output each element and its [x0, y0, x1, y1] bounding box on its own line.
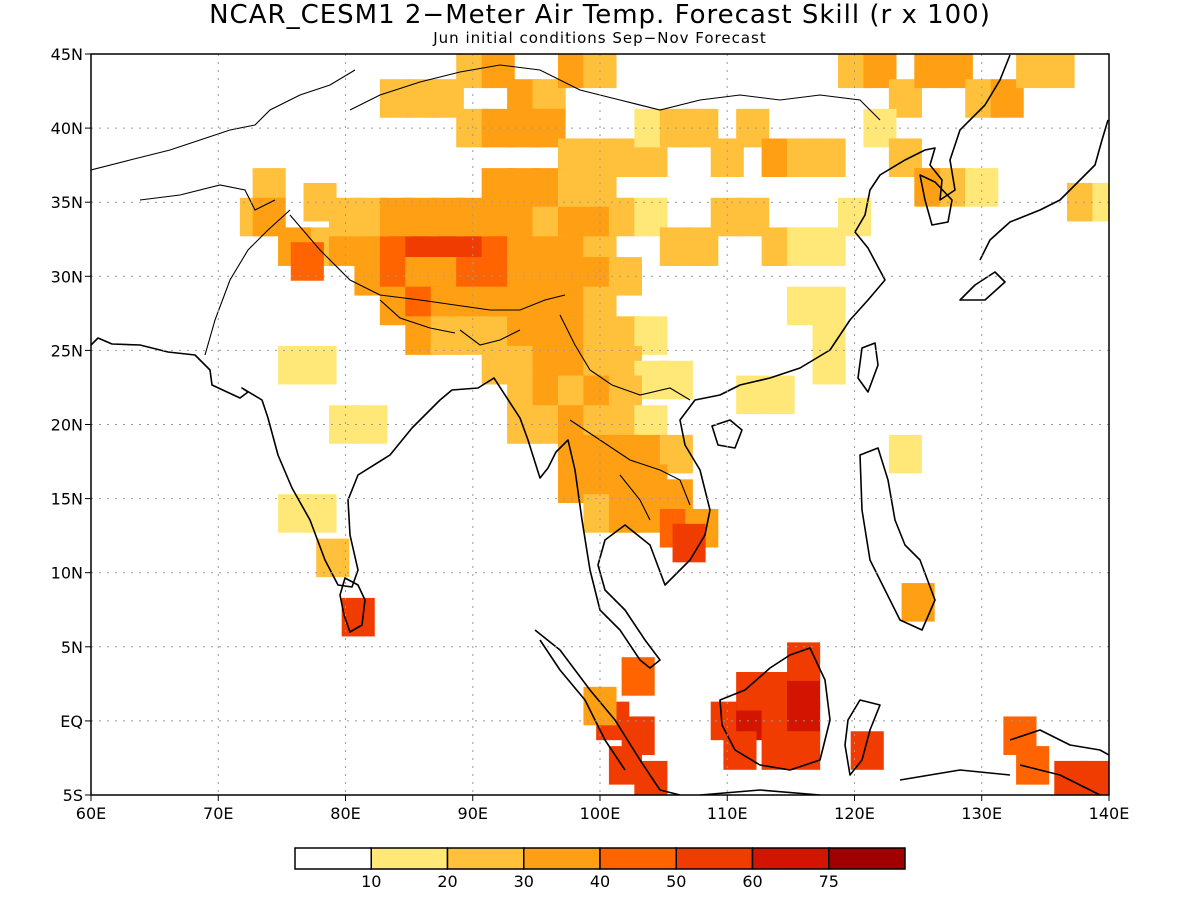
skill-cell: [316, 538, 350, 578]
border-india-pakistan: [204, 209, 291, 356]
longitude-label: 60E: [76, 804, 106, 823]
border-himalaya: [289, 214, 566, 311]
border-indochina: [569, 419, 691, 521]
border-china-mongolia: [349, 64, 881, 121]
coastline-java-timor: [699, 769, 1011, 795]
border-afghanistan: [139, 184, 276, 211]
skill-cell: [583, 168, 617, 207]
skill-cell: [303, 494, 337, 533]
latitude-label: 5S: [63, 786, 83, 805]
country-borders: [91, 64, 881, 521]
skill-cell: [812, 345, 846, 385]
colorbar-label: 75: [819, 872, 839, 891]
skill-cell: [787, 642, 821, 681]
colorbar: 10 20 30 40 50 60 75: [294, 847, 906, 891]
coastline-sri-lanka: [339, 577, 366, 633]
axis-ticks: [85, 53, 1110, 801]
colorbar-label: 10: [361, 872, 381, 891]
latitude-label: 15N: [51, 490, 83, 509]
skill-cell: [621, 657, 655, 696]
latitude-label: 5N: [61, 638, 83, 657]
colorbar-label: 40: [590, 872, 610, 891]
coastline-hainan: [711, 419, 743, 449]
longitude-label: 70E: [203, 804, 233, 823]
coastline-korea: [919, 174, 953, 226]
border-china-southeast-asia: [559, 314, 691, 401]
coastline-mainland: [91, 54, 1011, 669]
coastline-japan: [959, 119, 1109, 301]
colorbar-label: 60: [742, 872, 762, 891]
colorbar-swatch: [523, 847, 601, 870]
colorbar-swatch: [599, 847, 677, 870]
map-subtitle: Jun initial conditions Sep−Nov Forecast: [433, 29, 767, 47]
coastline-taiwan: [857, 342, 879, 393]
latitude-label: EQ: [60, 712, 83, 731]
skill-shading: [239, 54, 1109, 795]
skill-cell: [965, 168, 999, 207]
latitude-label: 35N: [51, 193, 83, 212]
skill-cell: [850, 731, 884, 770]
longitude-label: 90E: [458, 804, 488, 823]
longitude-label: 140E: [1089, 804, 1130, 823]
border-nepal-bhutan: [379, 299, 521, 346]
skill-cell: [901, 583, 935, 622]
latitude-labels: 45N 40N 35N 30N 25N 20N 15N 10N 5N EQ 5S: [51, 45, 83, 805]
skill-cell: [1079, 760, 1109, 795]
skill-cell: [354, 405, 388, 444]
latitude-label: 45N: [51, 45, 83, 64]
coastline-sumatra: [534, 629, 681, 795]
skill-cell: [787, 731, 821, 770]
colorbar-label: 50: [666, 872, 686, 891]
colorbar-label: 20: [437, 872, 457, 891]
skill-cell: [888, 434, 922, 474]
graticule: [91, 54, 1109, 795]
longitude-label: 120E: [834, 804, 875, 823]
longitude-label: 110E: [707, 804, 748, 823]
coastline-new-guinea: [1009, 729, 1109, 795]
latitude-label: 30N: [51, 267, 83, 286]
coastline-philippines: [859, 447, 936, 631]
longitude-labels: 60E 70E 80E 90E 100E 110E 120E 130E 140E: [76, 804, 1130, 823]
latitude-label: 10N: [51, 564, 83, 583]
colorbar-swatch: [294, 847, 372, 870]
colorbar-label: 30: [514, 872, 534, 891]
skill-cell: [837, 197, 872, 237]
latitude-label: 20N: [51, 416, 83, 435]
latitude-label: 25N: [51, 341, 83, 360]
colorbar-swatch: [828, 847, 906, 870]
colorbar-swatch: [370, 847, 449, 870]
coastline-borneo: [719, 647, 831, 771]
skill-cell: [659, 360, 693, 400]
longitude-label: 130E: [961, 804, 1002, 823]
skill-cell: [303, 345, 337, 385]
colorbar-swatch: [446, 847, 525, 870]
coastline-sulawesi: [844, 699, 881, 776]
skill-cell: [634, 760, 668, 795]
latitude-label: 40N: [51, 119, 83, 138]
map-title: NCAR_CESM1 2−Meter Air Temp. Forecast Sk…: [209, 0, 991, 30]
colorbar-swatch: [675, 847, 754, 870]
skill-cell: [252, 197, 286, 237]
longitude-label: 80E: [330, 804, 360, 823]
longitude-label: 100E: [580, 804, 621, 823]
colorbar-swatch: [751, 847, 830, 870]
skill-cell: [812, 138, 846, 178]
coastline-layer: [91, 54, 1109, 795]
skill-cell: [341, 597, 375, 637]
border-central-asia: [91, 69, 356, 171]
skill-cell: [1041, 54, 1075, 89]
